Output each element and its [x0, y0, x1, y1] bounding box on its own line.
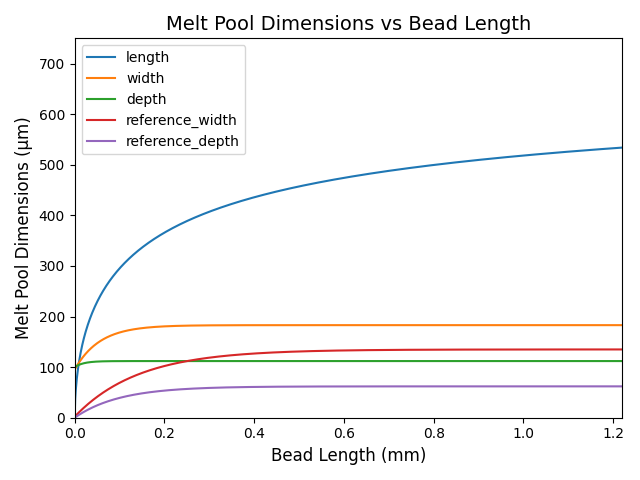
Y-axis label: Melt Pool Dimensions (μm): Melt Pool Dimensions (μm) — [15, 117, 33, 339]
width — [447, 322, 454, 328]
Line: depth: depth — [75, 361, 622, 367]
reference_width — [498, 347, 506, 352]
width — [292, 322, 300, 328]
width — [508, 322, 515, 328]
width — [71, 367, 79, 372]
reference_width — [292, 348, 300, 354]
Line: reference_width: reference_width — [75, 349, 622, 417]
reference_width — [508, 347, 515, 352]
length — [498, 155, 506, 160]
reference_width — [447, 347, 454, 352]
width — [618, 322, 626, 328]
length — [312, 180, 319, 186]
X-axis label: Bead Length (mm): Bead Length (mm) — [271, 447, 426, 465]
reference_width — [312, 348, 319, 354]
reference_width — [127, 375, 134, 381]
depth — [384, 358, 392, 364]
width — [312, 322, 319, 328]
reference_depth — [292, 384, 300, 389]
depth — [292, 358, 300, 364]
length — [508, 154, 515, 159]
depth — [447, 358, 455, 364]
reference_depth — [618, 384, 626, 389]
length — [292, 184, 300, 190]
reference_depth — [71, 415, 79, 420]
reference_width — [71, 414, 79, 420]
reference_depth — [508, 384, 515, 389]
reference_width — [618, 347, 626, 352]
depth — [618, 358, 626, 364]
reference_depth — [447, 384, 454, 389]
Line: reference_depth: reference_depth — [75, 386, 622, 418]
length — [618, 144, 626, 150]
depth — [127, 358, 134, 364]
reference_depth — [312, 384, 319, 389]
depth — [312, 358, 319, 364]
Title: Melt Pool Dimensions vs Bead Length: Melt Pool Dimensions vs Bead Length — [166, 15, 531, 34]
width — [127, 327, 134, 333]
Legend: length, width, depth, reference_width, reference_depth: length, width, depth, reference_width, r… — [81, 45, 246, 155]
length — [71, 415, 79, 420]
Line: width: width — [75, 325, 622, 370]
reference_depth — [498, 384, 506, 389]
reference_depth — [127, 393, 134, 398]
Line: length: length — [75, 147, 622, 418]
depth — [499, 358, 506, 364]
width — [498, 322, 506, 328]
depth — [508, 358, 516, 364]
length — [127, 254, 134, 260]
length — [447, 160, 454, 166]
depth — [71, 364, 79, 370]
